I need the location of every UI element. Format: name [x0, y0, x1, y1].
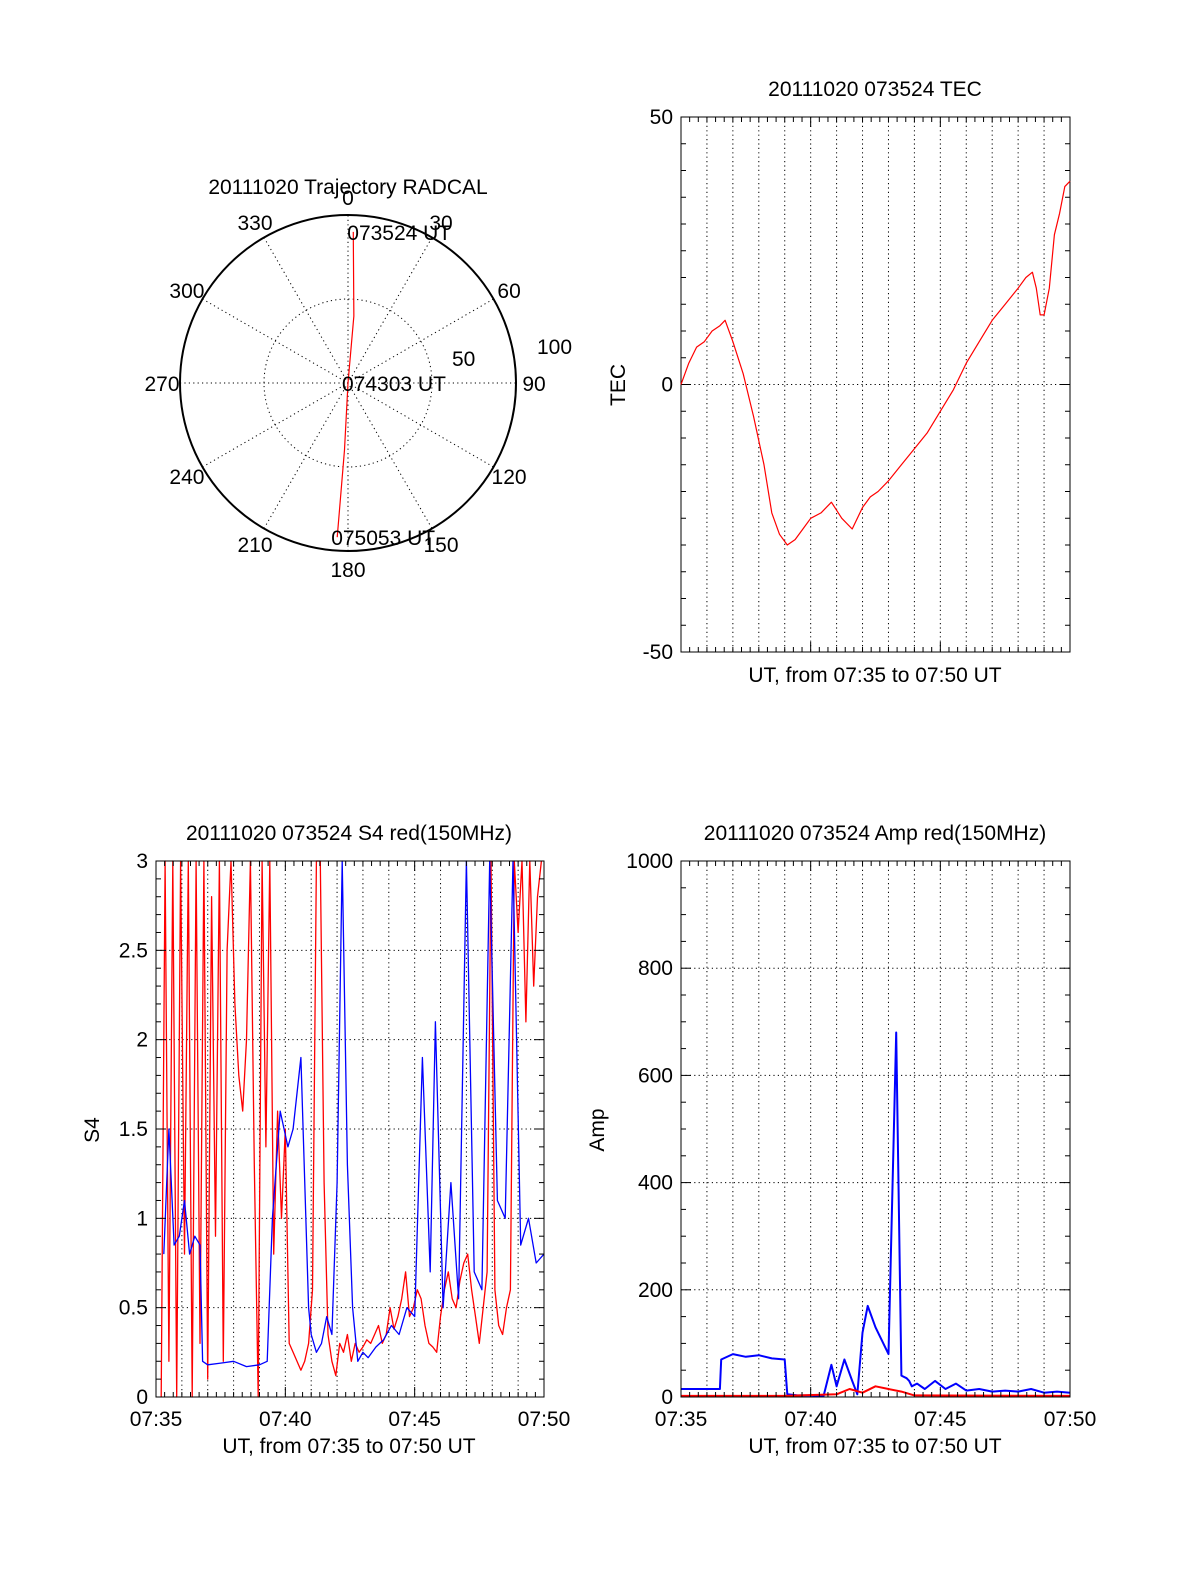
- amp-x-tick-labels: 07:35 07:40 07:45 07:50: [655, 1408, 1097, 1431]
- y-tick-label: 600: [638, 1064, 673, 1087]
- s4-series: [160, 860, 545, 1398]
- polar-chart: 20111020 Trajectory RADCAL 0 30 60 90 120 150…: [144, 176, 572, 582]
- amp-grid: [681, 861, 1070, 1397]
- tec-grid: [681, 117, 1070, 652]
- polar-title: 20111020 Trajectory RADCAL: [208, 176, 487, 199]
- series-line: [163, 860, 545, 1368]
- y-tick-label: -50: [643, 641, 673, 664]
- polar-angle-label: 30: [429, 212, 452, 235]
- polar-angle-label: 60: [497, 280, 520, 303]
- tec-title: 20111020 073524 TEC: [768, 78, 982, 101]
- polar-angle-label: 90: [522, 373, 545, 396]
- amp-x-axis-label: UT, from 07:35 to 07:50 UT: [748, 1435, 1001, 1458]
- tec-y-tick-labels: -50 0 50: [643, 106, 673, 664]
- s4-x-tick-labels: 07:35 07:40 07:45 07:50: [130, 1408, 571, 1431]
- polar-inner-ring: [263, 298, 433, 468]
- trajectory-track: [336, 231, 355, 538]
- x-tick-label: 07:50: [518, 1408, 571, 1431]
- y-tick-label: 200: [638, 1279, 673, 1302]
- s4-title: 20111020 073524 S4 red(150MHz): [186, 822, 512, 845]
- amp-plot-frame: [680, 860, 1071, 1398]
- polar-radius-label-50: 50: [452, 348, 475, 371]
- tec-y-axis-label: TEC: [607, 364, 630, 406]
- s4-y-axis-label: S4: [81, 1117, 104, 1143]
- tec-series: [680, 180, 1071, 546]
- x-tick-label: 07:40: [259, 1408, 312, 1431]
- y-tick-label: 400: [638, 1172, 673, 1195]
- x-tick-label: 07:40: [784, 1408, 837, 1431]
- s4-chart: 20111020 073524 S4 red(150MHz) 0 0.5 1 1.5 2…: [81, 822, 570, 1458]
- y-tick-label: 3: [136, 850, 148, 873]
- y-tick-label: 1.5: [119, 1118, 148, 1141]
- trajectory-time-label: 075053 UT: [331, 527, 435, 550]
- series-line: [680, 180, 1071, 546]
- tec-tickmarks: [680, 116, 1071, 653]
- y-tick-label: 50: [650, 106, 673, 129]
- y-tick-label: 2: [136, 1029, 148, 1052]
- series-line: [160, 860, 543, 1398]
- polar-radius-label-100: 100: [537, 336, 572, 359]
- polar-angle-label: 300: [169, 280, 204, 303]
- amp-y-tick-labels: 0 200 400 600 800 1000: [626, 850, 673, 1409]
- series-line: [681, 1031, 1071, 1397]
- polar-angle-label: 210: [237, 534, 272, 557]
- polar-angle-labels: 0 30 60 90 120 150 180 210 240 270 300 330: [144, 187, 545, 582]
- polar-angle-label: 240: [169, 466, 204, 489]
- s4-x-axis-label: UT, from 07:35 to 07:50 UT: [222, 1435, 475, 1458]
- y-tick-label: 2.5: [119, 939, 148, 962]
- trajectory-time-label: 073524 UT: [347, 222, 451, 245]
- s4-plot-frame: [155, 860, 545, 1398]
- amp-chart: 20111020 073524 Amp red(150MHz) 0 200 400 6…: [586, 822, 1096, 1458]
- y-tick-label: 0.5: [119, 1297, 148, 1320]
- polar-angle-label: 270: [144, 373, 179, 396]
- polar-angle-label: 0: [342, 187, 354, 210]
- y-tick-label: 1000: [626, 850, 673, 873]
- y-tick-label: 0: [661, 374, 673, 397]
- s4-y-tick-labels: 0 0.5 1 1.5 2 2.5 3: [119, 850, 148, 1409]
- x-tick-label: 07:45: [388, 1408, 441, 1431]
- tec-chart: 20111020 073524 TEC -50 0 50 TEC UT, from …: [607, 78, 1071, 687]
- tec-x-axis-label: UT, from 07:35 to 07:50 UT: [748, 664, 1001, 687]
- x-tick-label: 07:45: [914, 1408, 967, 1431]
- amp-series: [681, 1031, 1071, 1397]
- x-tick-label: 07:50: [1044, 1408, 1097, 1431]
- polar-outer-ring: [179, 214, 517, 552]
- amp-y-axis-label: Amp: [586, 1108, 609, 1151]
- amp-title: 20111020 073524 Amp red(150MHz): [704, 822, 1046, 845]
- polar-angle-label: 120: [492, 466, 527, 489]
- polar-angle-label: 150: [423, 534, 458, 557]
- polar-angle-label: 180: [330, 559, 365, 582]
- trajectory-time-labels: 073524 UT 074303 UT 075053 UT: [331, 222, 451, 550]
- y-tick-label: 1: [136, 1207, 148, 1230]
- y-tick-label: 0: [661, 1386, 673, 1409]
- y-tick-label: 0: [136, 1386, 148, 1409]
- trajectory-time-label: 074303 UT: [342, 373, 446, 396]
- y-tick-label: 800: [638, 957, 673, 980]
- polar-angle-label: 330: [237, 212, 272, 235]
- amp-tickmarks: [680, 860, 1071, 1398]
- x-tick-label: 07:35: [655, 1408, 708, 1431]
- x-tick-label: 07:35: [130, 1408, 183, 1431]
